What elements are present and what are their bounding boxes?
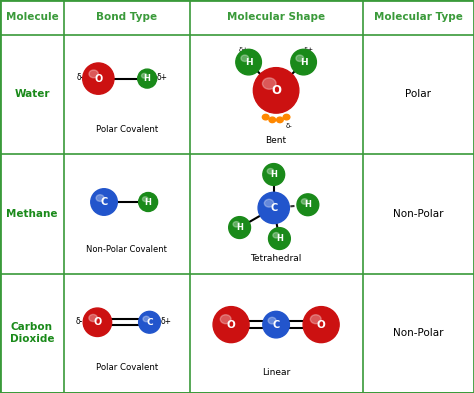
- Ellipse shape: [303, 307, 339, 343]
- Text: Bond Type: Bond Type: [96, 12, 157, 22]
- Ellipse shape: [263, 311, 289, 338]
- Text: δ+: δ+: [161, 317, 172, 325]
- Circle shape: [269, 117, 275, 123]
- Ellipse shape: [142, 197, 148, 202]
- Text: δ-: δ-: [286, 123, 293, 129]
- Ellipse shape: [263, 78, 276, 89]
- Ellipse shape: [83, 63, 114, 94]
- Ellipse shape: [310, 315, 321, 324]
- Ellipse shape: [297, 194, 319, 216]
- Ellipse shape: [301, 199, 308, 204]
- Text: δ-: δ-: [76, 317, 83, 325]
- Text: Methane: Methane: [6, 209, 58, 219]
- Ellipse shape: [138, 311, 160, 333]
- Circle shape: [263, 114, 269, 120]
- Text: H: H: [276, 234, 283, 243]
- Text: C: C: [270, 203, 277, 213]
- Text: δ+: δ+: [239, 47, 249, 53]
- Text: O: O: [227, 320, 236, 330]
- Ellipse shape: [220, 315, 231, 324]
- Text: δ+: δ+: [157, 73, 168, 82]
- Ellipse shape: [233, 222, 240, 227]
- Text: H: H: [304, 200, 311, 209]
- Ellipse shape: [273, 233, 279, 238]
- Ellipse shape: [291, 49, 317, 75]
- Ellipse shape: [213, 307, 249, 343]
- Text: Polar: Polar: [405, 89, 431, 99]
- Text: H: H: [145, 198, 152, 206]
- Text: O: O: [317, 320, 326, 330]
- Text: δ+: δ+: [303, 47, 313, 53]
- Circle shape: [283, 114, 290, 120]
- Ellipse shape: [229, 217, 250, 239]
- Text: Molecule: Molecule: [6, 12, 58, 22]
- Text: Polar Covalent: Polar Covalent: [96, 364, 158, 372]
- Text: Molecular Type: Molecular Type: [374, 12, 463, 22]
- Ellipse shape: [264, 199, 274, 207]
- Ellipse shape: [241, 55, 248, 61]
- Ellipse shape: [268, 317, 276, 324]
- Text: H: H: [144, 74, 151, 83]
- Text: H: H: [245, 58, 253, 66]
- Text: Tetrahedral: Tetrahedral: [250, 255, 302, 263]
- Ellipse shape: [138, 193, 157, 211]
- Text: H: H: [270, 170, 277, 179]
- Ellipse shape: [89, 314, 98, 321]
- Text: Non-Polar: Non-Polar: [393, 209, 444, 219]
- Ellipse shape: [143, 316, 149, 322]
- Ellipse shape: [268, 228, 290, 250]
- Ellipse shape: [267, 169, 274, 174]
- Text: H: H: [236, 223, 243, 232]
- Ellipse shape: [83, 308, 112, 336]
- Ellipse shape: [91, 189, 118, 215]
- Text: O: O: [93, 317, 101, 327]
- Circle shape: [277, 117, 283, 123]
- Text: Non-Polar: Non-Polar: [393, 328, 444, 338]
- Text: H: H: [300, 58, 308, 66]
- Text: Water: Water: [14, 89, 50, 99]
- Text: Bent: Bent: [265, 136, 287, 145]
- Text: δ-: δ-: [77, 73, 84, 82]
- Text: C: C: [100, 197, 108, 207]
- Ellipse shape: [89, 70, 99, 78]
- Ellipse shape: [296, 55, 304, 61]
- Text: Carbon
Dioxide: Carbon Dioxide: [10, 323, 54, 344]
- Ellipse shape: [253, 68, 299, 113]
- Ellipse shape: [263, 163, 284, 185]
- Text: C: C: [146, 318, 153, 327]
- Ellipse shape: [137, 69, 156, 88]
- Ellipse shape: [96, 195, 104, 201]
- Text: Molecular Shape: Molecular Shape: [227, 12, 325, 22]
- Text: Polar Covalent: Polar Covalent: [96, 125, 158, 134]
- Text: Non-Polar Covalent: Non-Polar Covalent: [86, 245, 167, 253]
- Text: Linear: Linear: [262, 368, 290, 377]
- Ellipse shape: [141, 73, 147, 78]
- Text: C: C: [273, 320, 280, 330]
- Text: O: O: [94, 73, 102, 84]
- Ellipse shape: [236, 49, 261, 75]
- Ellipse shape: [258, 192, 289, 224]
- Text: O: O: [271, 84, 281, 97]
